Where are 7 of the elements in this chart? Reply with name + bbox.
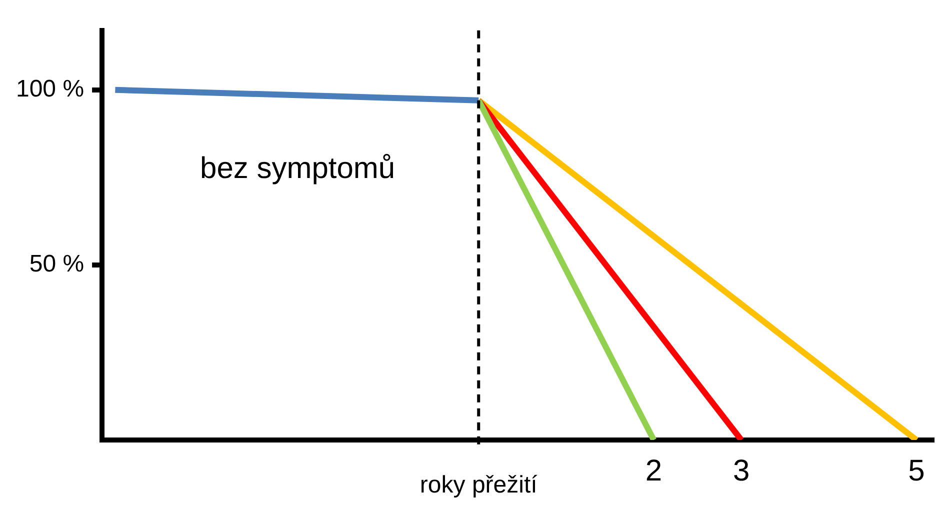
y-tick-label: 50 %	[29, 250, 84, 278]
x-axis-title: roky přežití	[420, 472, 538, 499]
x-tick-label: 2	[645, 454, 662, 488]
x-tick-label: 3	[732, 454, 750, 488]
annotation: bez symptomů	[200, 152, 396, 185]
x-tick-label: 5	[908, 454, 925, 488]
y-tick-label: 100 %	[16, 76, 84, 103]
